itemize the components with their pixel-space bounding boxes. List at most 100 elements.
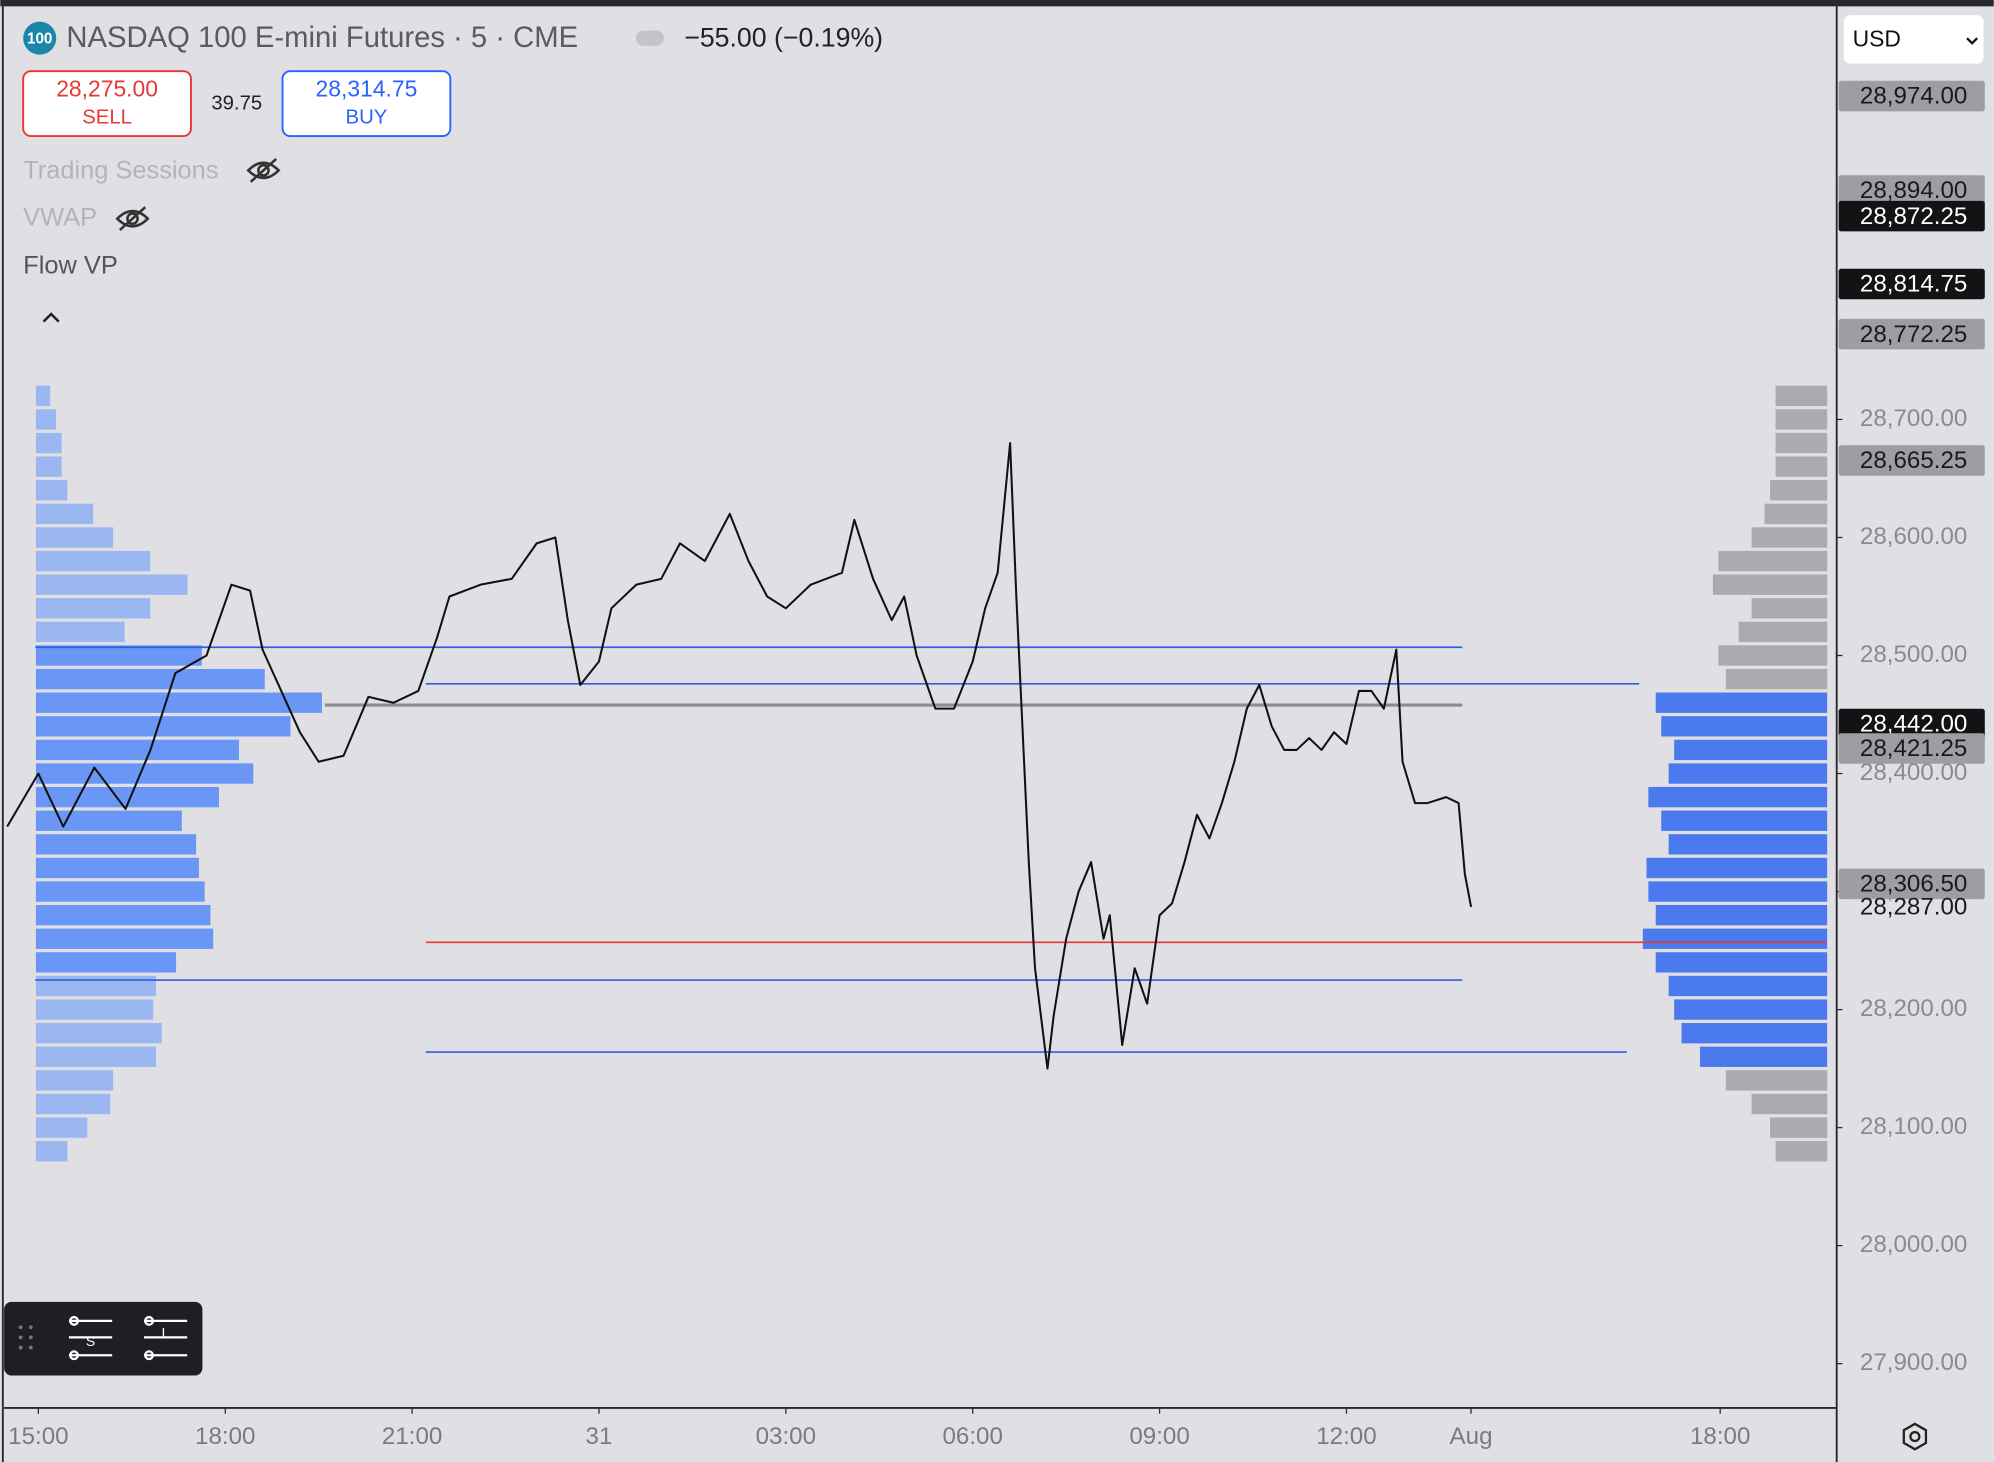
profile-bar (35, 857, 199, 879)
profile-bar (1674, 999, 1828, 1020)
price-line (6, 442, 1473, 1070)
hidden-icon[interactable] (246, 157, 281, 183)
x-tick-label: 06:00 (943, 1423, 1003, 1450)
profile-bar (35, 1117, 88, 1138)
profile-bar (1699, 1046, 1828, 1067)
collapse-caret[interactable] (42, 312, 60, 323)
profile-bar (1668, 975, 1828, 997)
profile-bar (35, 810, 182, 831)
profile-bar (1648, 786, 1828, 808)
buy-label: BUY (346, 107, 388, 129)
profile-bar (1764, 503, 1828, 525)
profile-bar (35, 432, 62, 454)
price-tag-label: 28,974.00 (1860, 83, 1967, 110)
sell-label: SELL (82, 107, 132, 129)
price-tag-label: 28,665.25 (1860, 447, 1967, 474)
price-tag (1838, 175, 1985, 206)
profile-bar (1775, 409, 1828, 430)
profile-bar (35, 928, 214, 949)
profile-bar (35, 739, 239, 761)
profile-bar (35, 1046, 157, 1067)
price-tag (1838, 708, 1985, 740)
settings-center (1909, 1430, 1921, 1443)
profile-bar (1655, 692, 1828, 713)
short-settings-button[interactable] (68, 1315, 113, 1361)
drag-handle[interactable] (18, 1325, 33, 1350)
profile-bar (35, 1093, 111, 1115)
profile-bar (1661, 716, 1828, 737)
profile-bar (35, 574, 188, 595)
profile-bar (35, 834, 197, 855)
price-tag-label: 28,872.25 (1860, 203, 1967, 230)
price-tag (1838, 445, 1985, 476)
header: 100 NASDAQ 100 E-mini Futures · 5 · CME … (22, 15, 1984, 323)
profile-bar (35, 645, 202, 666)
eye-pupil (126, 212, 139, 226)
toolbar-panel (4, 1301, 203, 1376)
x-tick-label: 15:00 (8, 1423, 68, 1450)
profile-bar (35, 385, 51, 407)
profile-bar (35, 409, 56, 430)
eye-slash (118, 206, 147, 232)
profile-bar (35, 1023, 162, 1044)
price-tag (1838, 268, 1985, 300)
x-tick-label: Aug (1450, 1423, 1493, 1450)
profile-bar (1661, 810, 1828, 831)
market-status (635, 30, 664, 46)
hidden-icon[interactable] (115, 206, 150, 232)
profile-bar (1646, 857, 1828, 879)
indicator-label[interactable]: Trading Sessions (23, 156, 218, 184)
indicator-label[interactable]: VWAP (23, 203, 97, 231)
x-tick-label: 09:00 (1129, 1423, 1189, 1450)
currency-select[interactable] (1843, 15, 1984, 64)
profile-bar (1725, 668, 1828, 690)
profile-bar (35, 999, 154, 1020)
price-change: −55.00 (−0.19%) (684, 22, 883, 52)
symbol-badge (23, 21, 57, 55)
price-tag-label: 28,894.00 (1860, 177, 1967, 204)
profile-bar (35, 550, 151, 572)
toolbar: S L (4, 1301, 203, 1376)
profile-bar (35, 480, 68, 501)
price-tag (1838, 318, 1985, 350)
profile-bar (1725, 1070, 1828, 1091)
price-tag-label: 28,772.25 (1860, 321, 1967, 348)
y-tick-label: 27,900.00 (1860, 1349, 1967, 1376)
badge-text: 100 (27, 30, 52, 47)
indicator-label[interactable]: Flow VP (23, 252, 118, 280)
profile-bar (1681, 1023, 1828, 1044)
profile-bar (1668, 763, 1828, 784)
sell-button[interactable] (22, 70, 192, 137)
buy-price: 28,314.75 (316, 75, 418, 101)
settings-button[interactable] (1902, 1422, 1928, 1451)
profile-bar (35, 1141, 68, 1162)
x-tick-label: 31 (586, 1423, 613, 1450)
profile-bar (35, 598, 151, 619)
profile-bar (1712, 574, 1828, 595)
profile-bar (1775, 385, 1828, 407)
price-tag-label: 28,814.75 (1860, 271, 1967, 298)
buy-button[interactable] (281, 70, 452, 137)
profile-bar (1642, 928, 1828, 949)
spread: 39.75 (211, 93, 262, 115)
profile-bar (1648, 881, 1828, 902)
profile-bar (35, 527, 114, 548)
y-tick-label: 28,100.00 (1860, 1113, 1967, 1140)
price-tag (1838, 868, 1985, 900)
eye-slash (249, 157, 278, 183)
x-tick-label: 18:00 (1690, 1423, 1750, 1450)
profile-bar (35, 503, 94, 525)
sell-price: 28,275.00 (56, 75, 158, 101)
profile-bar (1738, 621, 1828, 643)
y-tick-label: 28,200.00 (1860, 995, 1967, 1022)
price-tag (1838, 200, 1985, 232)
y-tick-label: 28,600.00 (1860, 523, 1967, 550)
profile-bar (35, 881, 205, 902)
profile-bar (1718, 550, 1828, 572)
x-tick-label: 21:00 (382, 1423, 442, 1450)
symbol-title[interactable]: NASDAQ 100 E-mini Futures · 5 · CME (66, 22, 578, 54)
x-tick-label: 03:00 (756, 1423, 816, 1450)
long-settings-button[interactable] (143, 1315, 188, 1361)
